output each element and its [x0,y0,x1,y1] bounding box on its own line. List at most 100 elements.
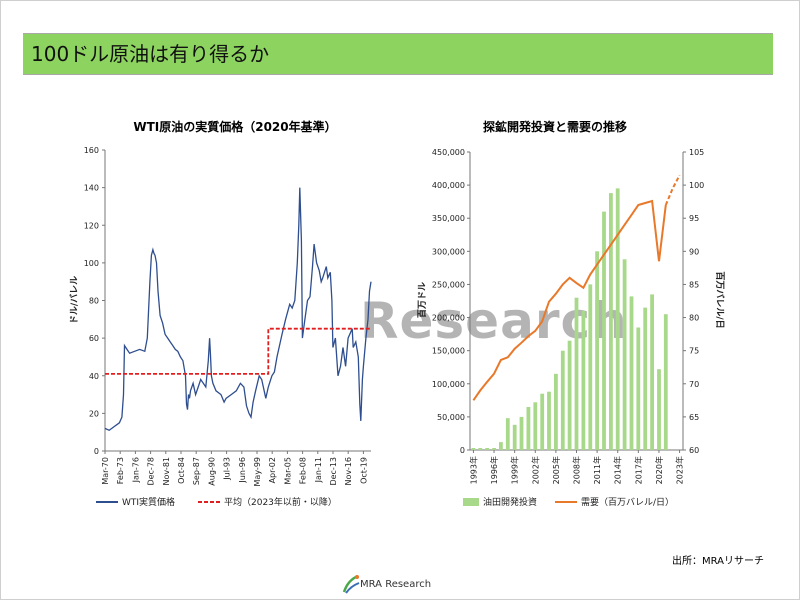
left-tick-label: 100,000 [432,380,465,389]
investment-bar [478,448,483,450]
x-tick-label: Feb-08 [299,457,308,484]
x-tick-label: Jan-11 [314,457,323,483]
x-tick-label: Mar-05 [283,457,292,485]
x-tick-label: May-99 [253,457,262,486]
left-tick-label: 450,000 [432,148,465,157]
y-tick-label: 160 [84,146,99,155]
x-tick-label: Sep-87 [192,457,201,485]
right-tick-label: 70 [689,380,699,389]
investment-bar [663,314,668,450]
legend-wti-label: WTI実質価格 [122,496,175,508]
investment-bar [581,310,586,450]
investment-bar [629,296,634,450]
x-tick-label: Mar-70 [101,457,110,485]
investment-bar [588,284,593,450]
investment-bar [526,407,531,450]
legend-average-label: 平均（2023年以前・以降） [224,496,337,508]
investment-bar [657,369,661,450]
x-tick-label: Nov-16 [344,457,353,485]
wti-price-line [104,187,372,432]
right-axis-title: 百万バレル/日 [714,271,725,328]
y-axis-title: ドル/バレル [69,276,80,324]
investment-bar [533,402,538,450]
investment-bar [615,188,620,450]
x-tick-label: 2017年 [633,456,643,484]
x-tick-label: Dec-78 [147,457,156,486]
x-tick-label: 2002年 [530,456,540,484]
left-tick-label: 350,000 [432,214,465,223]
left-tick-label: 50,000 [437,413,465,422]
investment-bar [519,416,524,450]
investment-bar [471,448,476,450]
x-tick-label: Feb-73 [116,457,125,484]
x-tick-label: Aug-90 [207,457,216,486]
y-tick-label: 40 [89,372,99,381]
y-tick-label: 100 [84,259,99,268]
right-tick-label: 100 [689,181,704,190]
mra-logo: MRA Research [340,574,460,596]
investment-bar [574,297,579,450]
x-tick-label: 2008年 [572,456,582,484]
y-tick-label: 140 [84,184,99,193]
right-tick-label: 95 [689,214,699,223]
right-tick-label: 65 [689,413,699,422]
x-tick-label: 1993年 [468,456,478,484]
x-tick-label: Oct-19 [359,457,368,484]
x-tick-label: Jan-76 [131,457,140,483]
y-tick-label: 60 [89,334,99,343]
x-tick-label: Jun-96 [238,457,247,484]
x-tick-label: 2023年 [675,456,685,484]
x-tick-label: Oct-84 [177,457,186,484]
investment-bar [567,340,572,450]
x-tick-label: Jul-93 [223,457,232,481]
y-tick-label: 20 [89,409,99,418]
investment-bar [643,307,648,450]
demand-line [472,199,667,401]
legend-investment-label: 油田開発投資 [483,496,537,508]
right-tick-label: 85 [689,280,699,289]
investment-bar [485,448,490,450]
x-tick-label: 1999年 [510,456,520,484]
y-tick-label: 120 [84,221,99,230]
investment-bar [512,424,517,450]
logo-swoosh-icon [342,574,360,594]
y-tick-label: 80 [89,297,99,306]
right-tick-label: 90 [689,247,699,256]
investment-bar [540,393,545,450]
left-tick-label: 200,000 [432,314,465,323]
right-tick-label: 60 [689,446,699,455]
x-tick-label: 2005年 [551,456,561,484]
x-tick-label: 2014年 [613,456,623,484]
investment-bar [492,448,496,450]
demand-projection-line [664,174,681,206]
source-note: 出所：MRAリサーチ [672,556,765,567]
left-tick-label: 250,000 [432,280,465,289]
x-tick-label: 1996年 [489,456,499,484]
right-tick-label: 75 [689,347,699,356]
x-tick-label: 2020年 [654,456,664,484]
investment-bar [622,259,627,450]
left-axis-title: 百万ドル [417,282,428,318]
y-tick-label: 0 [94,447,99,456]
x-tick-label: Dec-13 [329,457,338,486]
investment-bar [650,294,654,450]
legend-demand-label: 需要（百万バレル/日） [581,497,674,508]
investment-bar [609,193,613,450]
left-tick-label: 400,000 [432,181,465,190]
header-bar: 100ドル原油は有り得るか [23,33,773,75]
investment-bar [554,373,558,450]
logo-text: MRA Research [360,579,432,590]
left-tick-label: 150,000 [432,347,465,356]
investment-bar [560,350,565,450]
right-tick-label: 105 [689,148,704,157]
investment-bar [547,391,551,450]
chart-title-investment: 探鉱開発投資と需要の推移 [482,120,627,134]
investment-bar [636,327,641,450]
investment-bar [499,442,503,450]
page-title: 100ドル原油は有り得るか [31,42,270,66]
investment-bar [602,211,606,450]
x-tick-label: Nov-81 [162,457,171,485]
investment-bar [595,251,599,450]
chart-title-wti: WTI原油の実質価格（2020年基準） [133,120,337,134]
